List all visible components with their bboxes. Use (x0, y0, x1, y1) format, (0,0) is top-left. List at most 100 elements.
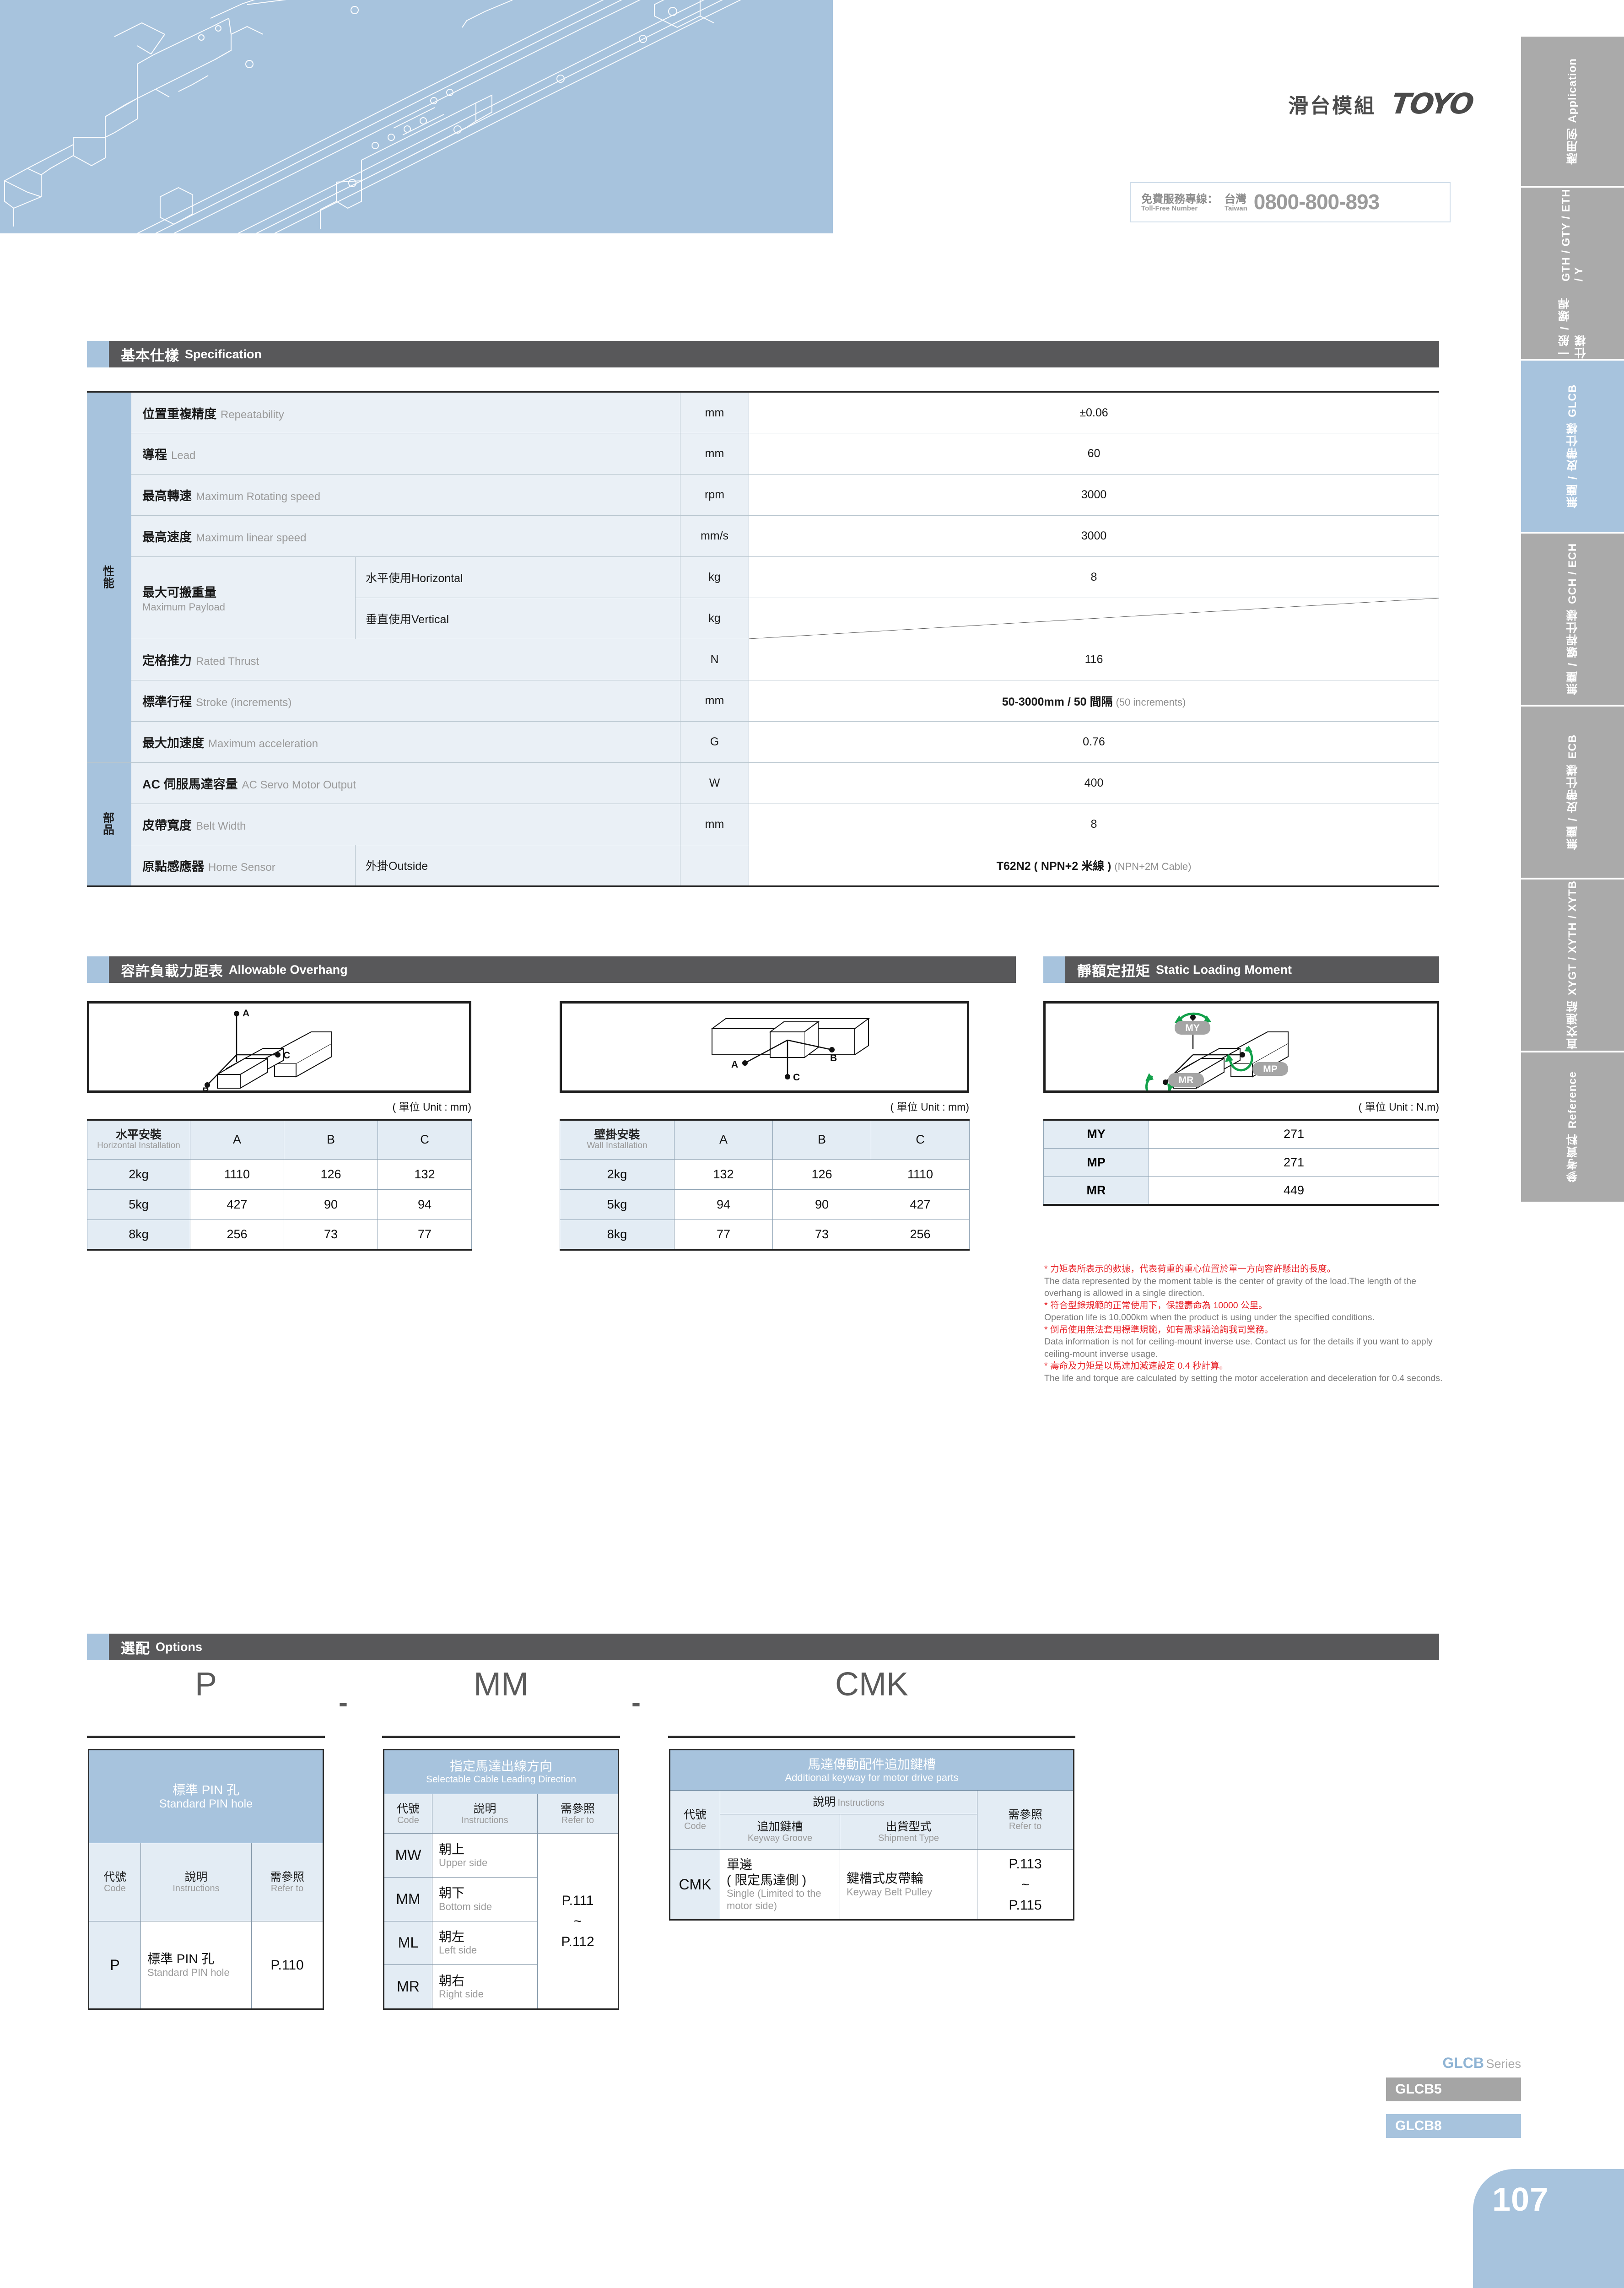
table-row: MP 271 (1043, 1148, 1439, 1177)
series-label: GLCB Series (1442, 2055, 1521, 2072)
table-header-row: 代號 Code 說明 Instructions 需參照 Refer to (669, 1790, 1074, 1850)
product-hero-illustration (0, 0, 833, 233)
row-label: 2kg (560, 1159, 674, 1190)
col-header-code: 代號 Code (669, 1790, 720, 1850)
table-row: P 標準 PIN 孔 Standard PIN hole P.110 (88, 1921, 324, 2009)
cell-a: 256 (190, 1219, 284, 1251)
sidebar-label-cn: 無塵 / 螺桿仕樣 (1566, 609, 1579, 695)
table-header-row: 代號 Code 說明 Instructions 需參照 Refer to (88, 1843, 324, 1921)
spec-label-payload: 最大可搬重量 Maximum Payload (131, 556, 356, 639)
sidebar-label-en: ECB (1566, 734, 1579, 759)
moment-value: 271 (1149, 1148, 1439, 1177)
option-code-cell: CMK (669, 1849, 720, 1920)
refer-line-2: ~ (573, 1913, 582, 1929)
table-row: 皮帶寬度 Belt Width mm 8 (87, 804, 1439, 845)
sidebar-label-en: GTH / GTY / ETH / Y (1559, 188, 1585, 281)
sidebar-label-en: Reference (1566, 1071, 1579, 1129)
sidebar-item-application[interactable]: 應用例 Application (1521, 37, 1624, 188)
page-title-cn: 滑台模組 (1288, 94, 1376, 117)
spec-unit: N (680, 639, 749, 680)
section-tab-accent (87, 1634, 109, 1660)
spec-label: 最高轉速 Maximum Rotating speed (131, 474, 680, 516)
col-header-c: C (378, 1119, 472, 1160)
spec-unit: mm/s (680, 515, 749, 557)
table-header-row: 壁掛安裝 Wall Installation A B C (560, 1119, 970, 1160)
footnote-red: * 倒吊使用無法套用標準規範，如有需求請洽詢我司業務。 (1044, 1324, 1273, 1335)
cell-c: 94 (378, 1189, 472, 1220)
sidebar-item-gth-gty-eth-y[interactable]: 一般 / 螺桿仕樣 GTH / GTY / ETH / Y (1521, 188, 1624, 361)
sidebar-item-gch-ech[interactable]: 無塵 / 螺桿仕樣 GCH / ECH (1521, 534, 1624, 707)
spec-value: 0.76 (749, 721, 1439, 763)
section-header-moment: 靜額定扭矩 Static Loading Moment (1043, 956, 1439, 983)
page-number: 107 (1492, 2181, 1549, 2218)
cell-c: 132 (378, 1159, 472, 1190)
spec-label: 導程 Lead (131, 433, 680, 475)
footnote-gray: The life and torque are calculated by se… (1044, 1373, 1443, 1383)
section-header-options: 選配 Options (87, 1634, 1439, 1660)
table-row: 最大可搬重量 Maximum Payload 水平使用Horizontal kg… (87, 556, 1439, 639)
section-tab-accent (87, 956, 109, 983)
option-code-cell: MW (383, 1833, 432, 1878)
moment-key: MP (1043, 1148, 1149, 1177)
footnote-gray: Data information is not for ceiling-moun… (1044, 1337, 1433, 1359)
sidebar-label-cn: 直交連結 (1566, 1000, 1579, 1050)
cell-a: 77 (674, 1219, 773, 1251)
sidebar-label-cn: 應用例 (1566, 127, 1579, 165)
table-row: 標準行程 Stroke (increments) mm 50-3000mm / 5… (87, 680, 1439, 722)
sidebar-item-glcb[interactable]: 無塵 / 皮帶仕樣 GLCB (1521, 361, 1624, 534)
col-header-instructions: 說明 Instructions (720, 1790, 977, 1814)
option-instruction-cell: 標準 PIN 孔 Standard PIN hole (140, 1921, 252, 2009)
refer-line-2: ~ (1021, 1877, 1030, 1892)
toll-free-number: 0800-800-893 (1253, 190, 1380, 214)
option-code-cmk: CMK (835, 1666, 908, 1703)
spec-sublabel: 垂直使用Vertical (355, 598, 680, 639)
table-row: ML 朝左 Left side (383, 1921, 619, 1965)
option-refer-cell: P.111 ~ P.112 (537, 1833, 619, 2009)
spec-value: 50-3000mm / 50 間隔 (50 increments) (749, 680, 1439, 722)
option-code-p: P (194, 1666, 217, 1703)
col-header-refer: 需參照 Refer to (537, 1794, 619, 1834)
moment-key: MY (1043, 1119, 1149, 1149)
col-header-instructions: 說明 Instructions (140, 1843, 252, 1921)
table-row: 2kg 132 126 1110 (560, 1159, 970, 1190)
cell-b: 73 (284, 1219, 378, 1251)
svg-text:B: B (830, 1053, 837, 1063)
moment-value: 449 (1149, 1176, 1439, 1206)
right-sidebar-nav: 應用例 Application 一般 / 螺桿仕樣 GTH / GTY / ET… (1521, 37, 1624, 1203)
option-rule-mm (382, 1736, 620, 1738)
spec-unit: kg (680, 556, 749, 598)
option-instruction-cell: 朝左 Left side (432, 1921, 538, 1965)
col-header-a: A (674, 1119, 773, 1160)
section-tab-accent (1043, 956, 1065, 983)
section-title-en: Allowable Overhang (229, 962, 348, 977)
spec-value: ±0.06 (749, 391, 1439, 433)
sidebar-item-ecb[interactable]: 無塵 / 皮帶仕樣 ECB (1521, 707, 1624, 880)
table-row: MR 449 (1043, 1176, 1439, 1206)
section-title-cn: 靜額定扭矩 (1077, 963, 1150, 979)
series-chip-glcb8[interactable]: GLCB8 (1386, 2114, 1521, 2138)
spec-unit: mm (680, 433, 749, 475)
series-chip-glcb5[interactable]: GLCB5 (1386, 2078, 1521, 2101)
page-number-badge: 107 (1473, 2169, 1624, 2288)
table-row: 部 品 AC 伺服馬達容量 AC Servo Motor Output W 400 (87, 762, 1439, 887)
horizontal-installation-table: 水平安裝 Horizontal Installation A B C 2kg 1… (87, 1119, 472, 1251)
cell-a: 132 (674, 1159, 773, 1190)
sidebar-label-cn: 參考資料 (1566, 1133, 1579, 1183)
option-groove-cell: 單邊 ( 限定馬達側 ) Single (Limited to the moto… (720, 1849, 840, 1920)
sidebar-item-reference[interactable]: 參考資料 Reference (1521, 1052, 1624, 1203)
cell-b: 73 (772, 1219, 871, 1251)
option-instruction-cell: 朝右 Right side (432, 1964, 538, 2009)
refer-line-3: P.115 (1009, 1897, 1042, 1913)
svg-text:MR: MR (1179, 1075, 1194, 1085)
table-header-row: 標準 PIN 孔 Standard PIN hole (88, 1749, 324, 1844)
sidebar-label-cn: 無塵 / 皮帶仕樣 (1566, 421, 1579, 508)
sidebar-item-xygt-xyth-xytb[interactable]: 直交連結 XYGT / XYTH / XYTB (1521, 880, 1624, 1052)
series-word: Series (1486, 2057, 1521, 2071)
spec-label: 標準行程 Stroke (increments) (131, 680, 680, 722)
chip-label: GLCB8 (1395, 2118, 1442, 2133)
col-header-a: A (190, 1119, 284, 1160)
spec-value: 3000 (749, 515, 1439, 557)
option-rule-p (87, 1736, 325, 1738)
spec-unit: G (680, 721, 749, 763)
moment-key: MR (1043, 1176, 1149, 1206)
